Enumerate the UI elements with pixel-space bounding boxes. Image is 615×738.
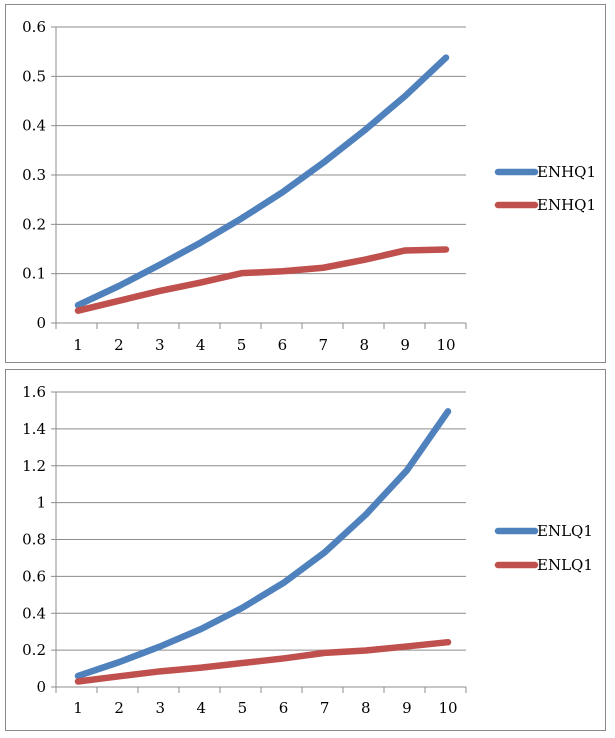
x-tick-label-1-2: 3 [155, 336, 165, 354]
y-tick-label-1-3: 0.3 [22, 166, 46, 184]
x-tick-label-2-9: 10 [438, 699, 457, 717]
x-tick-label-2-1: 2 [114, 699, 124, 717]
line-chart-1: 0 0.1 0.2 0.3 0.4 0.5 0.6 1 2 3 4 5 6 7 8 9 10 ENHQ1 ENHQ1 [22, 18, 596, 354]
y-tick-label-2-4: 0.8 [22, 531, 46, 549]
series-line-1-2 [74, 246, 450, 314]
y-tick-label-2-2: 0.4 [22, 604, 46, 622]
y-tick-label-2-0: 0 [36, 678, 46, 696]
line-chart-2: 0 0.2 0.4 0.6 0.8 1 1.2 1.4 1.6 1 2 3 4 5 6 7 8 9 10 ENLQ1 E… [22, 383, 593, 717]
y-tick-label-1-1: 0.1 [22, 265, 46, 283]
series-line-1-1 [74, 54, 450, 309]
x-tick-label-1-0: 1 [73, 336, 83, 354]
y-tick-label-1-4: 0.4 [22, 117, 46, 135]
x-tick-label-2-4: 5 [238, 699, 248, 717]
y-tick-label-2-1: 0.2 [22, 641, 46, 659]
x-tick-label-1-8: 9 [400, 336, 410, 354]
y-tick-label-1-5: 0.5 [22, 67, 46, 85]
legend-label-1-1: ENHQ1 [537, 163, 596, 181]
legend-label-1-2: ENHQ1 [537, 196, 596, 214]
y-tick-label-2-3: 0.6 [22, 567, 46, 585]
y-tick-label-2-5: 1 [36, 494, 46, 512]
x-tick-label-2-5: 6 [279, 699, 289, 717]
series-line-2-1 [74, 408, 452, 680]
x-tick-label-1-1: 2 [114, 336, 124, 354]
y-tick-label-1-6: 0.6 [22, 18, 46, 36]
y-tick-label-1-2: 0.2 [22, 215, 46, 233]
y-tick-label-2-8: 1.6 [22, 383, 46, 401]
x-tick-label-1-5: 6 [278, 336, 288, 354]
series-line-2-2 [74, 638, 452, 685]
x-tick-label-2-8: 9 [402, 699, 412, 717]
legend-label-2-2: ENLQ1 [537, 556, 593, 574]
x-tick-label-1-6: 7 [319, 336, 329, 354]
x-tick-label-2-6: 7 [320, 699, 330, 717]
y-tick-label-1-0: 0 [36, 314, 46, 332]
x-tick-label-1-4: 5 [237, 336, 247, 354]
legend-label-2-1: ENLQ1 [537, 522, 593, 540]
x-tick-label-2-0: 1 [73, 699, 83, 717]
x-tick-label-2-2: 3 [155, 699, 165, 717]
x-tick-label-1-9: 10 [436, 336, 455, 354]
y-tick-label-2-6: 1.2 [22, 457, 46, 475]
x-tick-label-1-3: 4 [196, 336, 206, 354]
x-tick-label-1-7: 8 [359, 336, 369, 354]
x-tick-label-2-7: 8 [361, 699, 371, 717]
x-tick-label-2-3: 4 [197, 699, 207, 717]
chart-panel-1: 0 0.1 0.2 0.3 0.4 0.5 0.6 1 2 3 4 5 6 7 8 9 10 ENHQ1 ENHQ1 [5, 4, 606, 363]
y-tick-label-2-7: 1.4 [22, 420, 46, 438]
chart-panel-2: 0 0.2 0.4 0.6 0.8 1 1.2 1.4 1.6 1 2 3 4 5 6 7 8 9 10 ENLQ1 E… [5, 369, 606, 731]
